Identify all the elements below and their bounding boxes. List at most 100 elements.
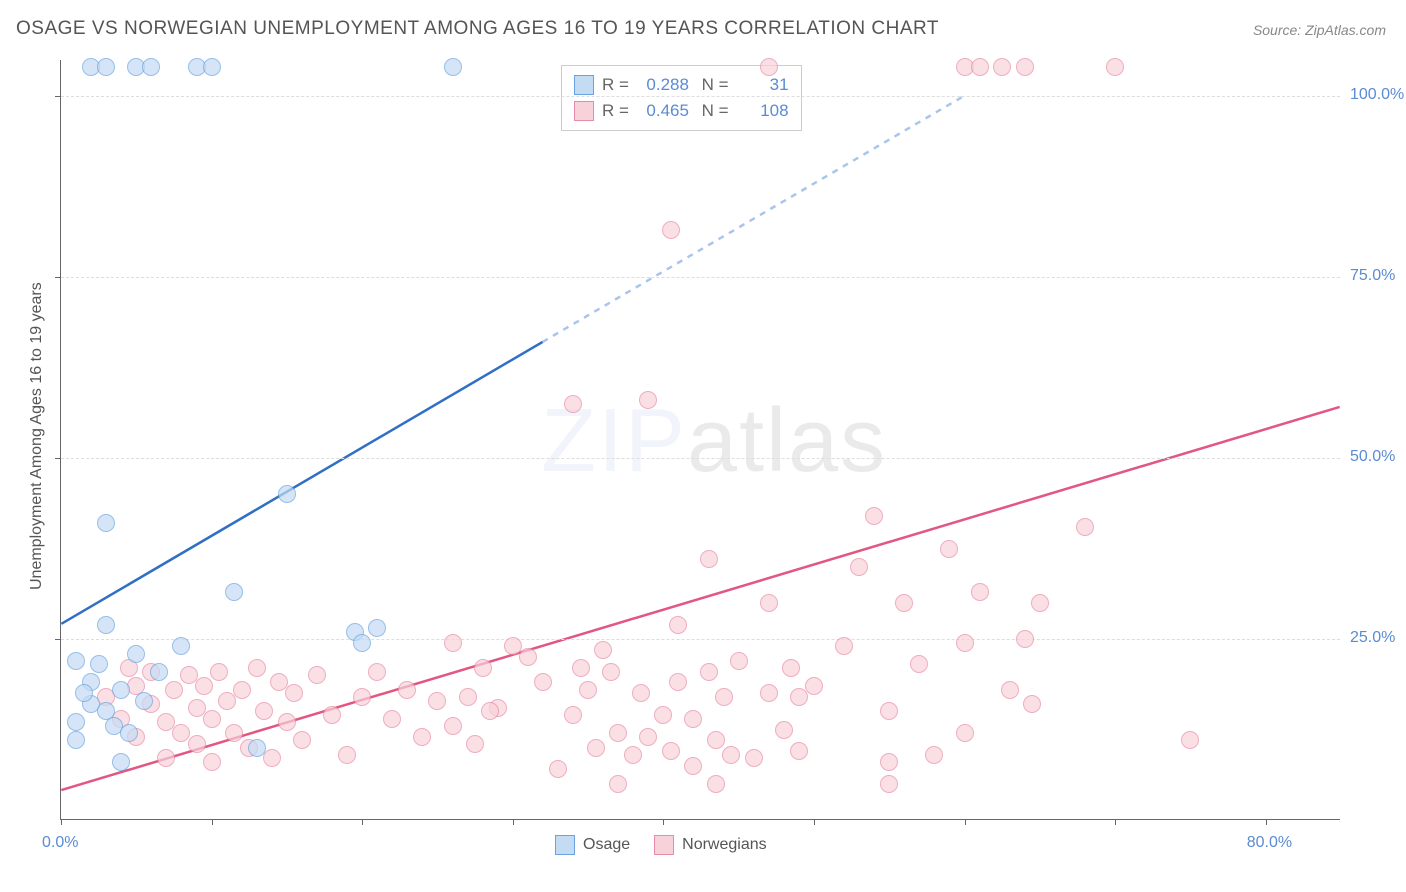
x-tick-label: 80.0% xyxy=(1247,834,1292,852)
stats-n-norwegians: 108 xyxy=(737,101,789,121)
norwegians-point xyxy=(700,663,718,681)
norwegians-point xyxy=(684,757,702,775)
norwegians-point xyxy=(263,749,281,767)
source-text: Source: ZipAtlas.com xyxy=(1253,22,1386,38)
watermark-atlas: atlas xyxy=(687,391,887,491)
osage-point xyxy=(67,713,85,731)
chart-container: OSAGE VS NORWEGIAN UNEMPLOYMENT AMONG AG… xyxy=(0,0,1406,892)
trendlines-svg xyxy=(61,60,1340,819)
norwegians-point xyxy=(459,688,477,706)
osage-point xyxy=(225,583,243,601)
norwegians-point xyxy=(745,749,763,767)
norwegians-point xyxy=(835,637,853,655)
norwegians-point xyxy=(165,681,183,699)
norwegians-point xyxy=(669,673,687,691)
stats-r-label: R = xyxy=(602,75,629,95)
norwegians-point xyxy=(308,666,326,684)
osage-point xyxy=(112,753,130,771)
norwegians-point xyxy=(1031,594,1049,612)
norwegians-point xyxy=(684,710,702,728)
norwegians-point xyxy=(1106,58,1124,76)
norwegians-point xyxy=(210,663,228,681)
swatch-norwegians xyxy=(654,835,674,855)
y-axis-label: Unemployment Among Ages 16 to 19 years xyxy=(28,282,46,590)
norwegians-point xyxy=(466,735,484,753)
legend-item-osage: Osage xyxy=(555,835,630,855)
chart-title: OSAGE VS NORWEGIAN UNEMPLOYMENT AMONG AG… xyxy=(16,18,939,40)
norwegians-point xyxy=(1001,681,1019,699)
stats-row-norwegians: R = 0.465 N = 108 xyxy=(574,98,789,124)
norwegians-point xyxy=(624,746,642,764)
osage-point xyxy=(203,58,221,76)
norwegians-point xyxy=(594,641,612,659)
norwegians-point xyxy=(865,507,883,525)
x-tick-label: 0.0% xyxy=(42,834,78,852)
norwegians-point xyxy=(579,681,597,699)
gridline xyxy=(61,458,1340,459)
osage-point xyxy=(67,652,85,670)
osage-point xyxy=(120,724,138,742)
norwegians-point xyxy=(925,746,943,764)
norwegians-point xyxy=(444,634,462,652)
osage-point xyxy=(142,58,160,76)
norwegians-point xyxy=(782,659,800,677)
norwegians-point xyxy=(481,702,499,720)
norwegians-point xyxy=(428,692,446,710)
norwegians-point xyxy=(654,706,672,724)
norwegians-point xyxy=(368,663,386,681)
norwegians-point xyxy=(549,760,567,778)
norwegians-point xyxy=(587,739,605,757)
norwegians-point xyxy=(285,684,303,702)
osage-point xyxy=(368,619,386,637)
osage-point xyxy=(97,616,115,634)
norwegians-point xyxy=(1016,58,1034,76)
norwegians-point xyxy=(700,550,718,568)
norwegians-point xyxy=(971,583,989,601)
gridline xyxy=(61,96,1340,97)
swatch-norwegians xyxy=(574,101,594,121)
norwegians-point xyxy=(662,742,680,760)
norwegians-point xyxy=(632,684,650,702)
stats-r-osage: 0.288 xyxy=(637,75,689,95)
norwegians-point xyxy=(760,684,778,702)
norwegians-point xyxy=(639,391,657,409)
norwegians-point xyxy=(293,731,311,749)
norwegians-point xyxy=(760,594,778,612)
norwegians-point xyxy=(760,58,778,76)
norwegians-point xyxy=(188,735,206,753)
norwegians-point xyxy=(323,706,341,724)
norwegians-point xyxy=(880,775,898,793)
norwegians-point xyxy=(805,677,823,695)
osage-point xyxy=(127,645,145,663)
osage-point xyxy=(172,637,190,655)
norwegians-point xyxy=(413,728,431,746)
y-tick-label: 75.0% xyxy=(1350,267,1395,285)
norwegians-point xyxy=(383,710,401,728)
stats-r-label: R = xyxy=(602,101,629,121)
y-tick-label: 50.0% xyxy=(1350,448,1395,466)
norwegians-point xyxy=(940,540,958,558)
norwegians-point xyxy=(1023,695,1041,713)
watermark: ZIPatlas xyxy=(541,390,887,493)
stats-n-label: N = xyxy=(697,101,729,121)
osage-point xyxy=(90,655,108,673)
osage-point xyxy=(248,739,266,757)
norwegians-point xyxy=(195,677,213,695)
legend-item-norwegians: Norwegians xyxy=(654,835,766,855)
norwegians-point xyxy=(1076,518,1094,536)
norwegians-point xyxy=(956,634,974,652)
norwegians-point xyxy=(444,717,462,735)
norwegians-point xyxy=(956,724,974,742)
osage-point xyxy=(150,663,168,681)
norwegians-point xyxy=(534,673,552,691)
osage-point xyxy=(75,684,93,702)
norwegians-point xyxy=(338,746,356,764)
norwegians-point xyxy=(564,706,582,724)
norwegians-point xyxy=(572,659,590,677)
norwegians-point xyxy=(1016,630,1034,648)
gridline xyxy=(61,639,1340,640)
osage-point xyxy=(67,731,85,749)
norwegians-point xyxy=(971,58,989,76)
norwegians-point xyxy=(248,659,266,677)
stats-n-label: N = xyxy=(697,75,729,95)
